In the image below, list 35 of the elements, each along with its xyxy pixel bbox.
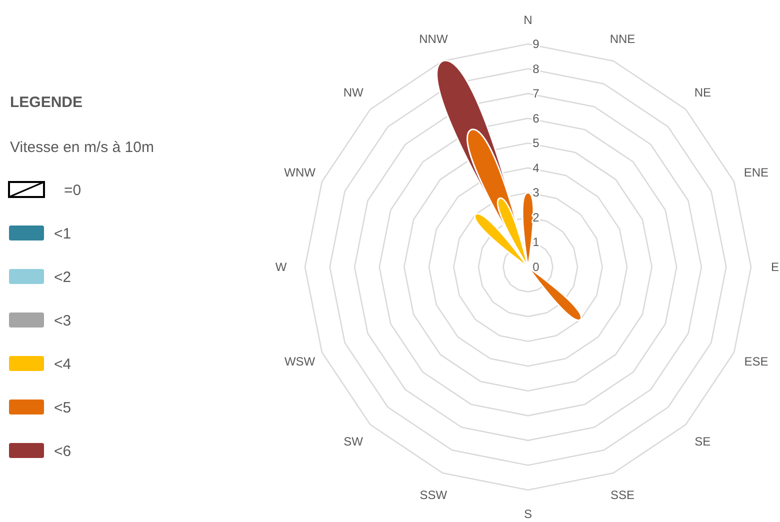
spoke-label: ENE <box>744 165 769 180</box>
legend-title: LEGENDE <box>10 94 83 111</box>
spoke-label: S <box>524 507 532 521</box>
spoke-label: E <box>770 260 780 274</box>
spoke-label: NNE <box>610 32 636 46</box>
spoke-label: W <box>275 260 288 274</box>
y-tick-label: 1 <box>532 235 540 250</box>
spoke-label: SSW <box>420 488 448 502</box>
y-tick-label: 7 <box>532 86 540 101</box>
spoke-label: SE <box>694 434 711 449</box>
y-tick-label: 0 <box>532 260 540 274</box>
text: Vitesse en m/s à 10m <box>10 139 154 156</box>
y-tick-label: 6 <box>532 111 540 126</box>
spoke-label: N <box>524 13 532 27</box>
legend-label: <4 <box>54 356 72 373</box>
spoke-label: SW <box>344 434 364 449</box>
y-tick-label: 3 <box>532 186 540 200</box>
legend-label: <2 <box>54 269 72 286</box>
spoke-label: NW <box>343 85 364 100</box>
spoke-label: ESE <box>744 354 768 369</box>
spoke-label: NNW <box>419 32 448 46</box>
y-tick-label: 8 <box>532 62 540 76</box>
y-tick-label: 4 <box>532 160 540 175</box>
spoke-label: SSE <box>610 488 635 502</box>
legend-label: <3 <box>54 312 72 330</box>
y-tick-label: 5 <box>532 136 540 150</box>
legend-label: =0 <box>64 182 82 199</box>
spoke-label: WNW <box>284 165 316 180</box>
spoke-label: NE <box>694 85 711 100</box>
y-tick-label: 2 <box>532 210 540 224</box>
legend-label: <6 <box>54 443 72 460</box>
spoke-label: WSW <box>284 354 316 369</box>
y-tick-label: 9 <box>532 37 540 51</box>
legend-label: <1 <box>54 226 72 242</box>
legend-label: <5 <box>54 400 72 416</box>
